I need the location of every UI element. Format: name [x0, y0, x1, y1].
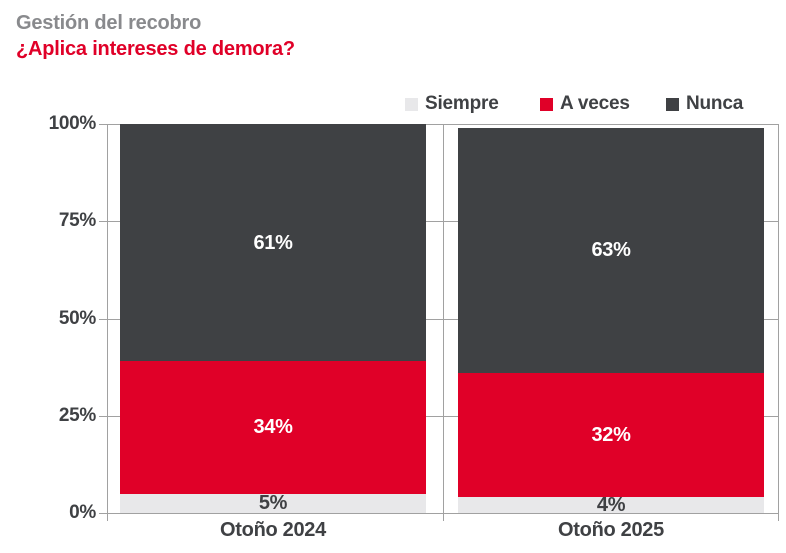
- legend-swatch-icon: [540, 97, 553, 111]
- y-axis-tick-label: 50%: [58, 307, 96, 329]
- bar-segment-siempre: 5%: [119, 492, 427, 515]
- legend-item-nunca: Nunca: [666, 93, 743, 115]
- bar-segment-nunca: 61%: [119, 124, 427, 362]
- bar-segment-a-veces: 32%: [457, 372, 765, 498]
- bar-segment-value-label: 61%: [253, 231, 293, 254]
- chart-subtitle: ¿Aplica intereses de demora?: [16, 38, 295, 60]
- bar-segment-value-label: 5%: [258, 492, 288, 515]
- bar-segment-value-label: 32%: [591, 424, 631, 447]
- y-axis-tick: [99, 415, 107, 417]
- bar-segment-nunca: 63%: [457, 127, 765, 373]
- y-axis-tick: [99, 124, 107, 125]
- bar-segment-value-label: 63%: [591, 239, 631, 262]
- legend-label: Siempre: [425, 93, 499, 114]
- y-axis-tick-label: 100%: [48, 113, 97, 134]
- y-axis-tick-label: 75%: [58, 210, 96, 232]
- chart-title: Gestión del recobro: [16, 12, 202, 34]
- legend-swatch-icon: [666, 97, 679, 111]
- y-axis-tick-label: 0%: [69, 502, 96, 523]
- x-axis-tick: [443, 513, 444, 521]
- x-axis-category-label: Otoño 2025: [558, 519, 664, 541]
- legend-label: A veces: [560, 93, 630, 114]
- bar-segment-value-label: 4%: [596, 494, 626, 517]
- legend-swatch-icon: [405, 97, 418, 111]
- y-axis-tick: [99, 221, 107, 223]
- category-separator-line: [443, 124, 444, 513]
- chart-legend: Siempre A veces Nunca: [0, 93, 786, 115]
- y-axis-tick: [99, 513, 107, 514]
- x-axis-tick: [778, 513, 779, 521]
- category-separator-line: [778, 124, 779, 513]
- category-separator-line: [107, 124, 108, 513]
- bar-segment-value-label: 34%: [253, 416, 293, 439]
- stacked-bar-otoño-2025: 4% 32% 63%: [457, 124, 765, 517]
- y-axis-tick-label: 25%: [58, 404, 96, 426]
- legend-item-siempre: Siempre: [405, 93, 499, 115]
- x-axis-category-label: Otoño 2024: [220, 519, 326, 541]
- plot-area: 0% 25% 50% 75% 100% 5% 34% 61% 4% 32% 63%: [49, 113, 779, 523]
- legend-label: Nunca: [686, 93, 744, 114]
- bar-segment-a-veces: 34%: [119, 361, 427, 494]
- stacked-bar-otoño-2024: 5% 34% 61%: [119, 124, 427, 515]
- legend-item-a-veces: A veces: [540, 93, 630, 115]
- bar-segment-siempre: 4%: [457, 494, 765, 517]
- x-axis-tick: [107, 513, 108, 521]
- y-axis-tick: [99, 318, 107, 320]
